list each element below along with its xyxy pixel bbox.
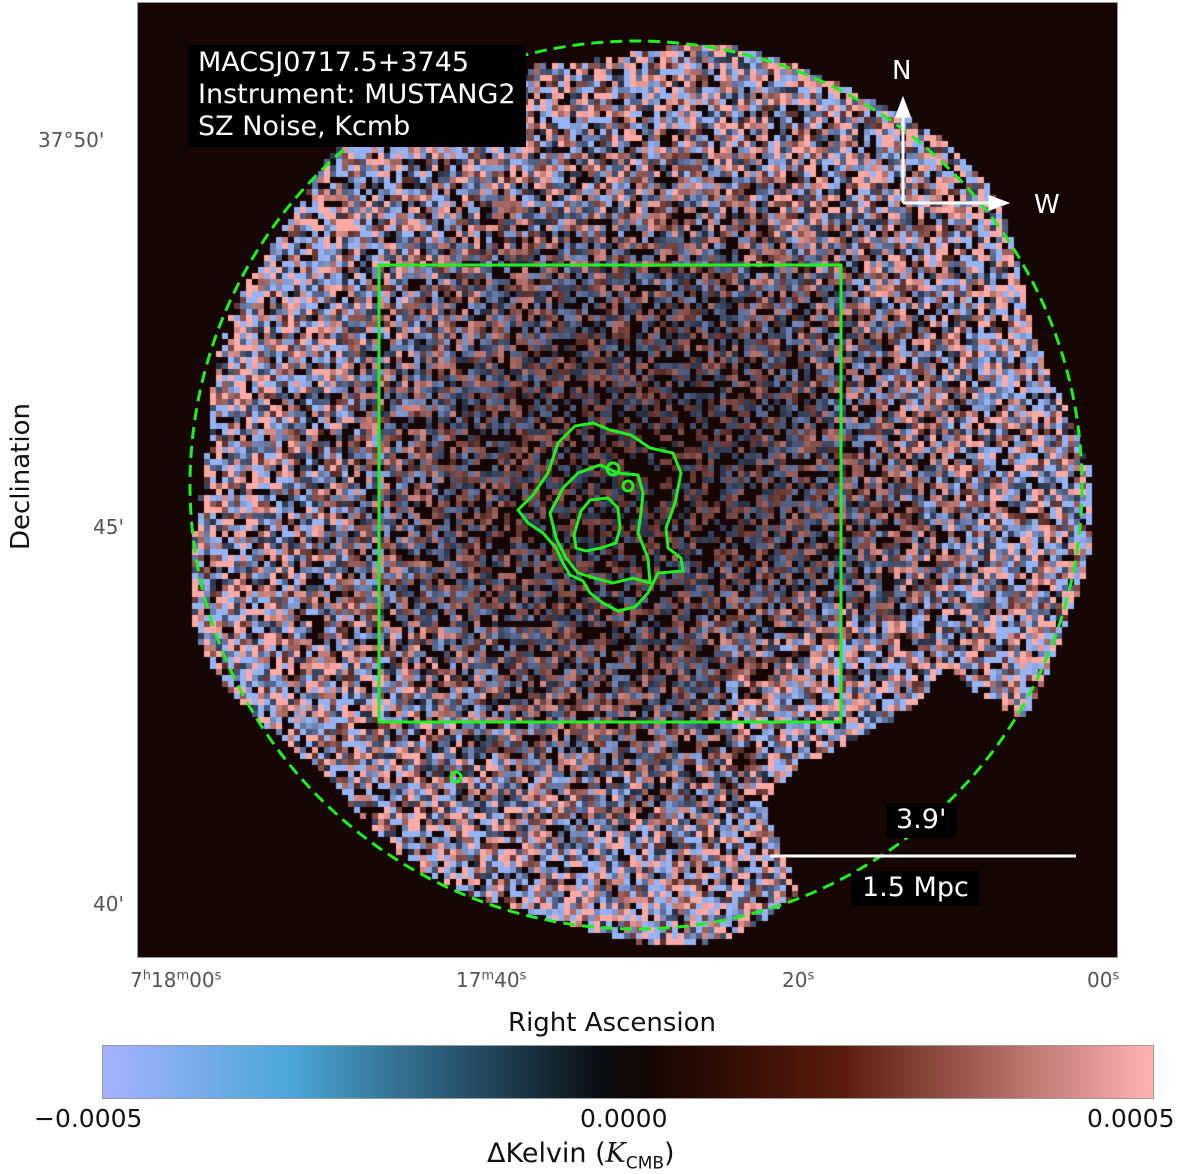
ra-tick-label: 00s	[1087, 968, 1120, 992]
contour-peak-3	[449, 770, 463, 784]
ra-tick-label: 7h18m00s	[130, 968, 222, 992]
colorbar-mid-label: 0.0000	[580, 1104, 668, 1133]
coverage-circle	[188, 39, 1084, 931]
sz-noise-map: N W MACSJ0717.5+3745 Instrument: MUSTANG…	[137, 2, 1118, 958]
dec-tick-label: 37°50'	[38, 128, 105, 152]
annotation-box: MACSJ0717.5+3745 Instrument: MUSTANG2 SZ…	[188, 45, 526, 147]
compass-north-label: N	[892, 56, 911, 86]
scalebar-angular-label: 3.9'	[886, 803, 957, 838]
x-axis-label: Right Ascension	[508, 1008, 716, 1038]
colorbar-max-label: 0.0005	[1087, 1104, 1175, 1133]
compass	[894, 95, 1011, 212]
map-overlay: N W	[188, 39, 1084, 931]
compass-west-label: W	[1034, 190, 1060, 220]
contour-inner	[572, 496, 622, 553]
cluster-name: MACSJ0717.5+3745	[198, 47, 470, 78]
colorbar-min-label: −0.0005	[34, 1104, 143, 1133]
contour-middle	[548, 463, 652, 586]
instrument-text: Instrument: MUSTANG2	[198, 79, 516, 110]
contour-peak-2	[621, 479, 635, 493]
contour-outer	[516, 421, 685, 613]
ra-tick-label: 17m40s	[456, 968, 527, 992]
dec-tick-label: 40'	[93, 892, 124, 916]
contour-peak-1	[605, 461, 621, 477]
map-type-text: SZ Noise, Kcmb	[198, 111, 411, 142]
inner-region-box	[377, 263, 843, 724]
y-axis-label: Declination	[6, 403, 36, 550]
ra-tick-label: 20s	[782, 968, 815, 992]
colorbar-label: ΔKelvin (KCMB)	[487, 1138, 675, 1174]
scalebar-physical-label: 1.5 Mpc	[852, 871, 979, 906]
colorbar	[102, 1045, 1154, 1099]
dec-tick-label: 45'	[93, 515, 124, 539]
